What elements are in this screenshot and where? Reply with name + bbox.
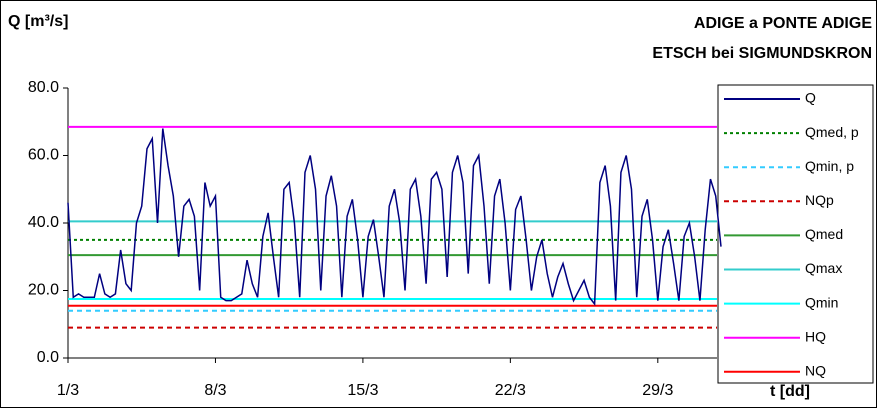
legend-label: Qmax [805, 260, 842, 276]
y-tick-label: 20.0 [28, 282, 59, 299]
legend-label: Qmed, p [805, 124, 859, 140]
y-tick-label: 60.0 [28, 147, 59, 164]
legend [717, 84, 874, 384]
data-line [67, 128, 722, 307]
y-tick-label: 40.0 [28, 214, 59, 231]
chart-title: Q [m³/s] [8, 13, 68, 30]
chart-subtitle: ADIGE a PONTE ADIGE [694, 15, 872, 32]
y-tick-label: 0.0 [37, 349, 59, 366]
x-tick-label: 1/3 [57, 382, 79, 399]
chart-subtitle: ETSCH bei SIGMUNDSKRON [652, 45, 872, 62]
x-tick-label: 8/3 [204, 382, 226, 399]
legend-label: Q [805, 90, 816, 106]
legend-label: HQ [805, 328, 826, 344]
legend-label: Qmin, p [805, 158, 854, 174]
x-axis-label: t [dd] [770, 383, 810, 400]
legend-label: NQ [805, 363, 826, 379]
legend-label: Qmin [805, 294, 838, 310]
x-tick-label: 29/3 [642, 382, 673, 399]
y-tick-label: 80.0 [28, 79, 59, 96]
legend-label: NQp [805, 192, 834, 208]
x-tick-label: 15/3 [347, 382, 378, 399]
x-tick-label: 22/3 [495, 382, 526, 399]
legend-label: Qmed [805, 226, 843, 242]
